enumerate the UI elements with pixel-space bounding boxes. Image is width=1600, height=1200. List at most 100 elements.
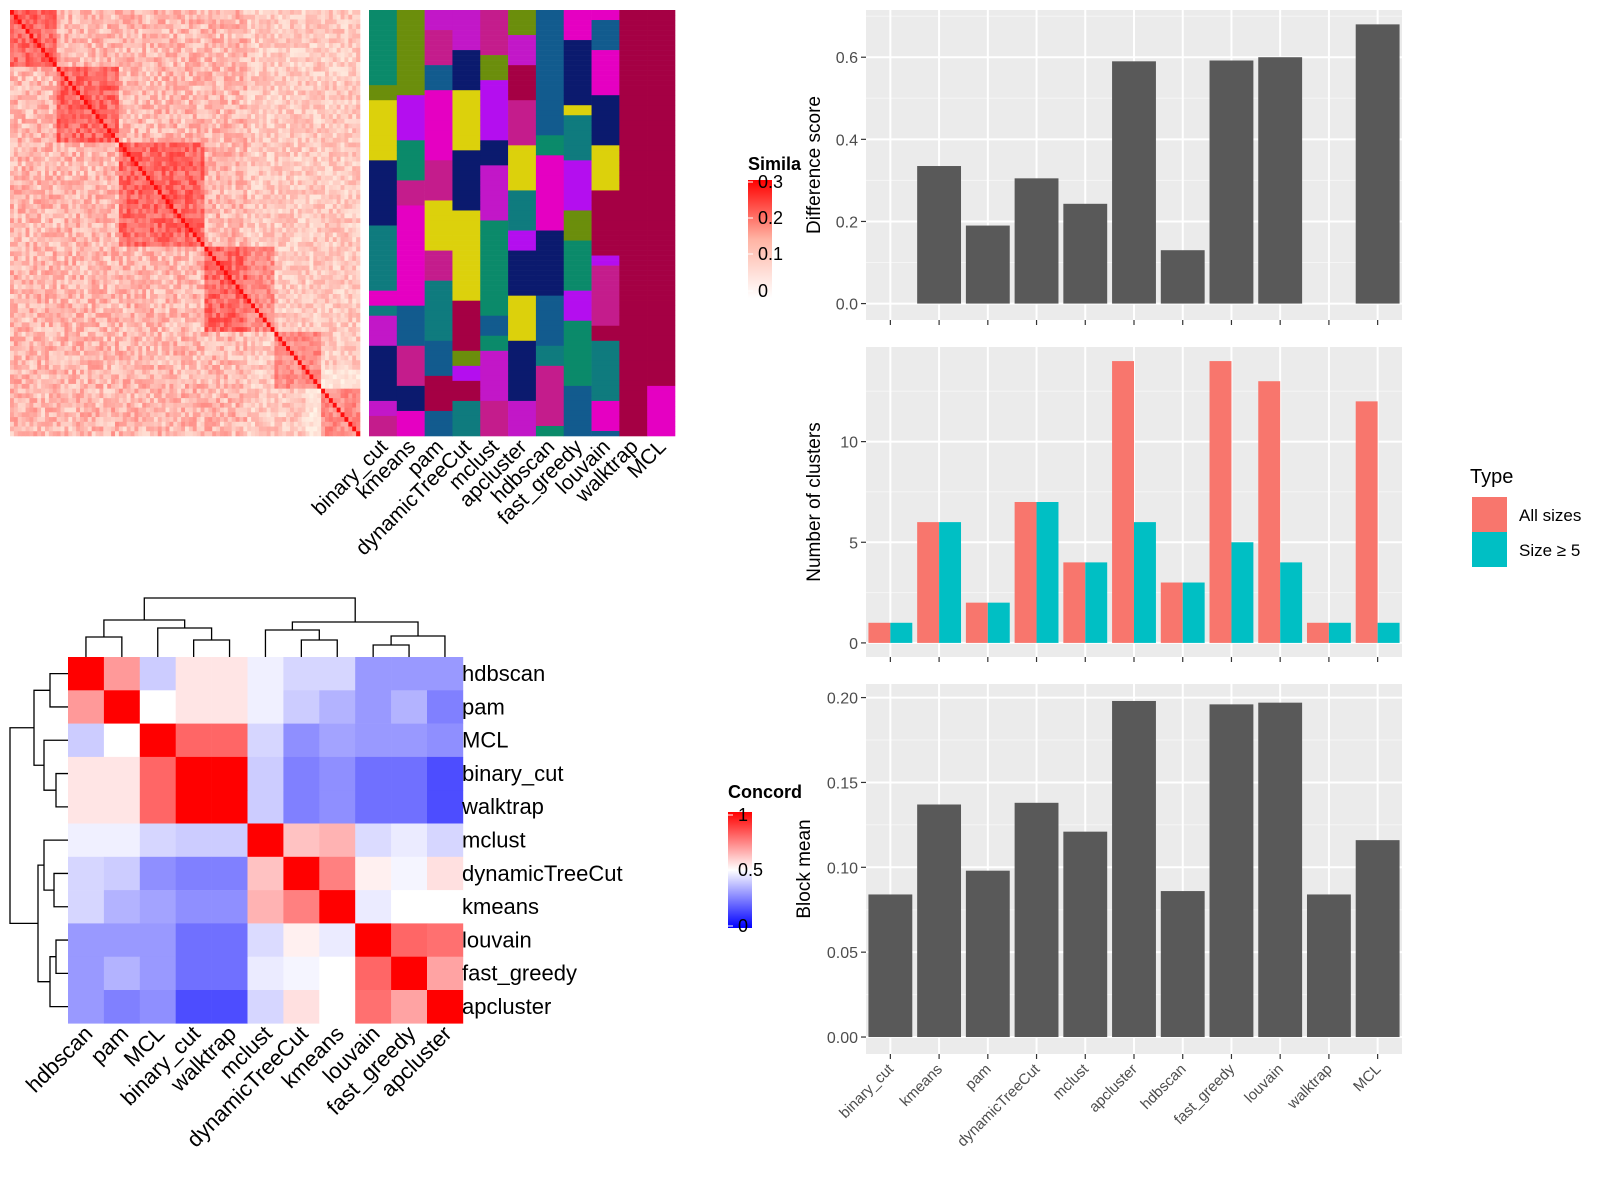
similarity-cell bbox=[286, 208, 291, 214]
similarity-cell bbox=[29, 128, 34, 134]
similarity-cell bbox=[235, 218, 240, 224]
similarity-cell bbox=[72, 43, 77, 49]
similarity-cell bbox=[208, 71, 213, 77]
similarity-cell bbox=[255, 104, 260, 110]
similarity-cell bbox=[103, 180, 108, 186]
similarity-cell bbox=[309, 147, 314, 153]
similarity-cell bbox=[56, 170, 61, 176]
similarity-cell bbox=[317, 99, 322, 105]
similarity-cell bbox=[212, 24, 217, 30]
similarity-cell bbox=[231, 90, 236, 96]
similarity-cell bbox=[56, 81, 61, 87]
similarity-cell bbox=[150, 104, 155, 110]
similarity-cell bbox=[212, 95, 217, 101]
similarity-cell bbox=[134, 246, 139, 252]
similarity-cell bbox=[126, 194, 131, 200]
similarity-cell bbox=[251, 76, 256, 82]
similarity-cell bbox=[352, 137, 357, 143]
similarity-cell bbox=[243, 142, 248, 148]
similarity-cell bbox=[212, 66, 217, 72]
similarity-cell bbox=[251, 66, 256, 72]
similarity-cell bbox=[305, 104, 310, 110]
similarity-cell bbox=[130, 189, 135, 195]
similarity-cell bbox=[52, 104, 57, 110]
similarity-cell bbox=[227, 265, 232, 271]
similarity-cell bbox=[25, 175, 30, 181]
similarity-cell bbox=[352, 133, 357, 139]
similarity-cell bbox=[321, 28, 326, 34]
similarity-cell bbox=[161, 43, 166, 49]
similarity-cell bbox=[130, 265, 135, 271]
similarity-cell bbox=[235, 128, 240, 134]
similarity-cell bbox=[266, 24, 271, 30]
similarity-cell bbox=[317, 95, 322, 101]
similarity-cell bbox=[103, 256, 108, 262]
similarity-cell bbox=[200, 24, 205, 30]
similarity-cell bbox=[188, 24, 194, 30]
similarity-cell bbox=[356, 246, 361, 252]
similarity-cell bbox=[309, 47, 314, 53]
similarity-cell bbox=[340, 204, 345, 210]
similarity-cell bbox=[17, 76, 22, 82]
similarity-cell bbox=[115, 10, 120, 16]
similarity-cell bbox=[340, 227, 345, 233]
similarity-cell bbox=[45, 270, 50, 276]
similarity-cell bbox=[134, 47, 139, 53]
similarity-cell bbox=[301, 95, 306, 101]
similarity-cell bbox=[122, 43, 127, 49]
similarity-cell bbox=[153, 246, 159, 252]
similarity-cell bbox=[177, 52, 182, 58]
similarity-cell bbox=[336, 90, 341, 96]
similarity-cell bbox=[348, 180, 353, 186]
similarity-cell bbox=[185, 189, 190, 195]
similarity-cell bbox=[17, 175, 22, 181]
similarity-cell bbox=[301, 76, 306, 82]
similarity-cell bbox=[33, 81, 38, 87]
similarity-cell bbox=[348, 123, 353, 129]
similarity-cell bbox=[301, 142, 306, 148]
similarity-cell bbox=[212, 14, 217, 20]
similarity-cell bbox=[340, 133, 345, 139]
similarity-cell bbox=[255, 194, 260, 200]
similarity-cell bbox=[356, 241, 361, 247]
similarity-cell bbox=[212, 194, 217, 200]
similarity-cell bbox=[321, 71, 326, 77]
similarity-cell bbox=[212, 137, 217, 143]
similarity-cell bbox=[173, 123, 178, 129]
similarity-cell bbox=[130, 109, 135, 115]
similarity-cell bbox=[220, 123, 225, 129]
similarity-cell bbox=[111, 223, 116, 229]
similarity-cell bbox=[258, 14, 264, 20]
similarity-cell bbox=[258, 180, 264, 186]
similarity-cell bbox=[297, 95, 302, 101]
similarity-cell bbox=[52, 57, 57, 63]
similarity-cell bbox=[169, 194, 174, 200]
similarity-cell bbox=[52, 232, 57, 238]
similarity-cell bbox=[290, 223, 295, 229]
similarity-cell bbox=[118, 123, 124, 129]
similarity-cell bbox=[262, 137, 267, 143]
similarity-cell bbox=[258, 90, 264, 96]
similarity-cell bbox=[25, 95, 30, 101]
similarity-cell bbox=[107, 71, 112, 77]
similarity-cell bbox=[321, 237, 326, 243]
similarity-cell bbox=[126, 142, 131, 148]
similarity-cell bbox=[134, 43, 139, 49]
similarity-cell bbox=[196, 161, 201, 167]
similarity-cell bbox=[37, 208, 42, 214]
similarity-cell bbox=[332, 33, 337, 39]
similarity-cell bbox=[177, 152, 182, 158]
similarity-cell bbox=[321, 156, 326, 162]
similarity-cell bbox=[153, 52, 159, 58]
similarity-cell bbox=[52, 218, 57, 224]
similarity-cell bbox=[165, 52, 170, 58]
similarity-cell bbox=[200, 33, 205, 39]
similarity-cell bbox=[177, 137, 182, 143]
similarity-cell bbox=[103, 137, 108, 143]
similarity-cell bbox=[220, 265, 225, 271]
similarity-cell bbox=[37, 81, 42, 87]
similarity-cell bbox=[99, 270, 104, 276]
similarity-cell bbox=[200, 71, 205, 77]
similarity-cell bbox=[305, 265, 310, 271]
similarity-cell bbox=[13, 185, 19, 191]
